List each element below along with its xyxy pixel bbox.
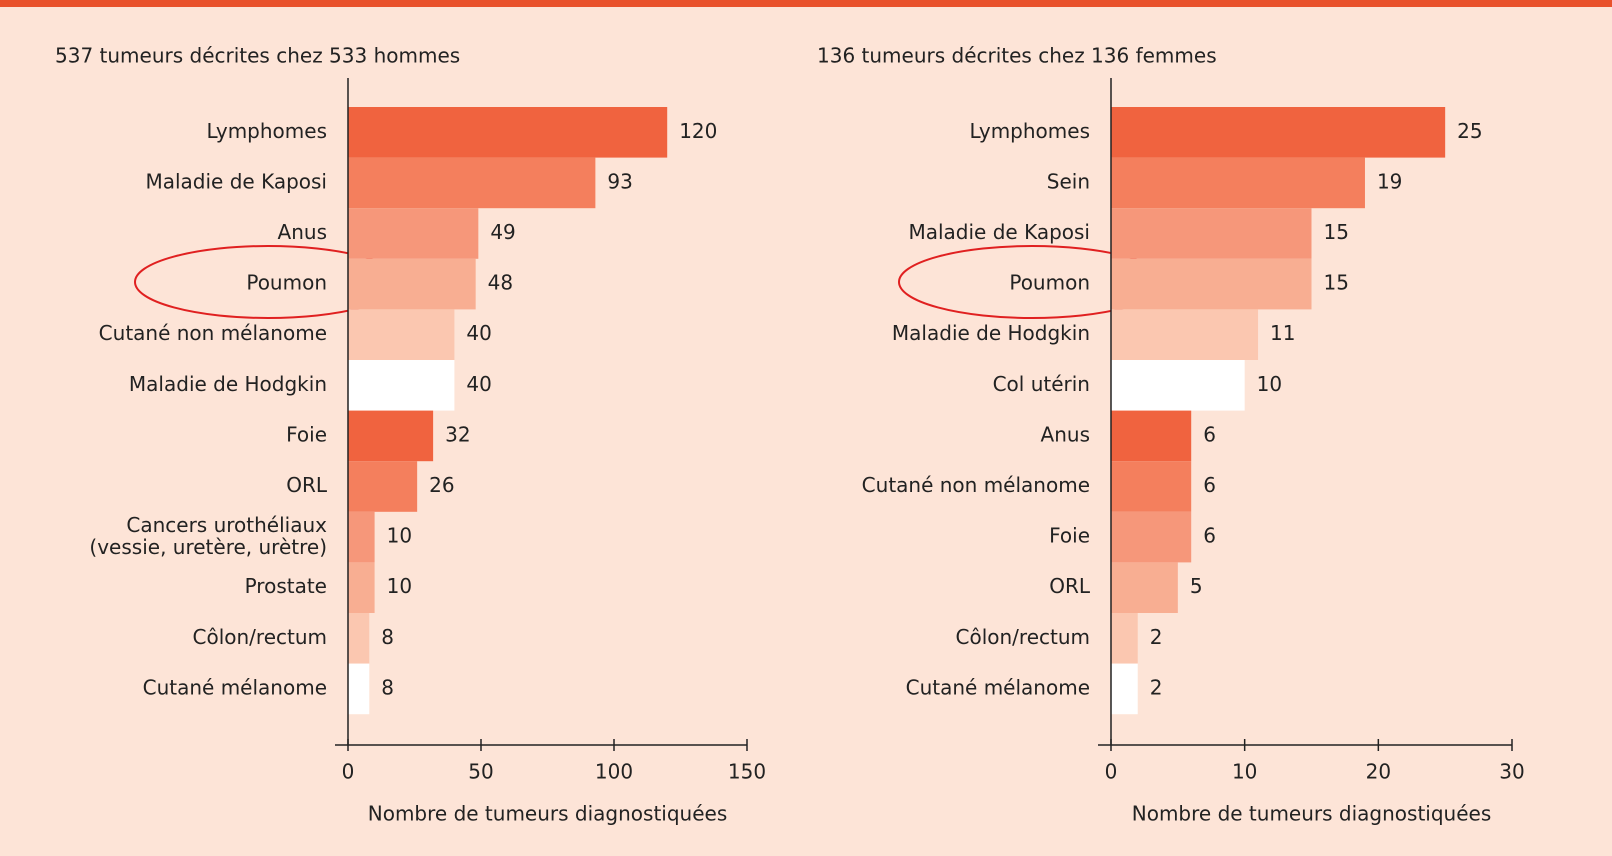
value-label: 15	[1324, 271, 1349, 295]
category-label: Cutané non mélanome	[862, 473, 1090, 497]
category-label: Maladie de Kaposi	[908, 220, 1090, 244]
value-label: 15	[1324, 220, 1349, 244]
bar	[348, 309, 455, 360]
category-label: Cancers urothéliaux (vessie, uretère, urè…	[89, 513, 327, 559]
value-label: 8	[381, 625, 394, 649]
bar	[1111, 208, 1312, 259]
value-label: 10	[387, 574, 412, 598]
bar	[348, 157, 596, 209]
x-tick-label: 10	[1232, 760, 1257, 784]
chart-title: 136 tumeurs décrites chez 136 femmes	[817, 44, 1217, 68]
category-label: Cutané mélanome	[906, 675, 1090, 699]
category-label: Cutané non mélanome	[99, 321, 327, 345]
bar	[1111, 258, 1312, 310]
category-label: Côlon/rectum	[956, 625, 1091, 649]
category-label: Lymphomes	[970, 119, 1090, 143]
x-tick-label: 150	[728, 760, 766, 784]
bar	[1111, 461, 1192, 512]
value-label: 48	[488, 271, 513, 295]
value-label: 40	[466, 321, 491, 345]
x-tick-label: 0	[1105, 760, 1118, 784]
bar	[1111, 613, 1138, 664]
value-label: 49	[490, 220, 515, 244]
top-stripe	[0, 0, 1612, 7]
bar	[1111, 663, 1138, 715]
value-label: 2	[1150, 625, 1163, 649]
category-label: Cutané mélanome	[143, 675, 327, 699]
bar	[348, 663, 370, 715]
x-axis-label: Nombre de tumeurs diagnostiquées	[1132, 802, 1492, 826]
value-label: 120	[679, 119, 717, 143]
value-label: 6	[1203, 524, 1216, 548]
value-label: 40	[466, 372, 491, 396]
category-label: Côlon/rectum	[193, 625, 328, 649]
category-label: Maladie de Hodgkin	[892, 321, 1090, 345]
bar	[348, 107, 668, 158]
bar	[1111, 157, 1365, 209]
category-label: Col utérin	[993, 372, 1090, 396]
value-label: 93	[607, 169, 632, 193]
bar	[348, 613, 370, 664]
category-label: Poumon	[1009, 271, 1090, 295]
category-label: ORL	[286, 473, 328, 497]
x-axis-label: Nombre de tumeurs diagnostiquées	[368, 802, 728, 826]
bar	[1111, 309, 1259, 360]
category-label: Sein	[1047, 169, 1090, 193]
value-label: 2	[1150, 675, 1163, 699]
x-tick-label: 100	[595, 760, 633, 784]
category-label: Prostate	[245, 574, 327, 598]
category-label: Foie	[1049, 524, 1090, 548]
x-tick-label: 30	[1499, 760, 1524, 784]
bar	[348, 461, 418, 512]
category-label: Anus	[278, 220, 327, 244]
bar	[1111, 562, 1178, 613]
x-tick-label: 20	[1366, 760, 1391, 784]
bar	[348, 410, 434, 462]
bar	[1111, 410, 1192, 462]
value-label: 8	[381, 675, 394, 699]
category-label: Anus	[1041, 422, 1090, 446]
category-label: Foie	[286, 422, 327, 446]
category-label: Maladie de Kaposi	[145, 169, 327, 193]
x-tick-label: 0	[342, 760, 355, 784]
value-label: 10	[1257, 372, 1282, 396]
value-label: 11	[1270, 321, 1295, 345]
bar	[348, 258, 476, 310]
bar	[1111, 360, 1245, 411]
bar	[348, 562, 375, 613]
value-label: 6	[1203, 422, 1216, 446]
bar	[348, 511, 375, 563]
bar	[348, 208, 479, 259]
value-label: 26	[429, 473, 454, 497]
category-label: Lymphomes	[207, 119, 327, 143]
value-label: 5	[1190, 574, 1203, 598]
category-label: Maladie de Hodgkin	[129, 372, 327, 396]
bar	[1111, 511, 1192, 563]
value-label: 6	[1203, 473, 1216, 497]
bar	[1111, 107, 1446, 158]
value-label: 25	[1457, 119, 1482, 143]
category-label: Poumon	[246, 271, 327, 295]
value-label: 10	[387, 524, 412, 548]
bar	[348, 360, 455, 411]
chart-title: 537 tumeurs décrites chez 533 hommes	[55, 44, 460, 68]
value-label: 19	[1377, 169, 1402, 193]
x-tick-label: 50	[468, 760, 493, 784]
value-label: 32	[445, 422, 470, 446]
category-label: ORL	[1049, 574, 1091, 598]
